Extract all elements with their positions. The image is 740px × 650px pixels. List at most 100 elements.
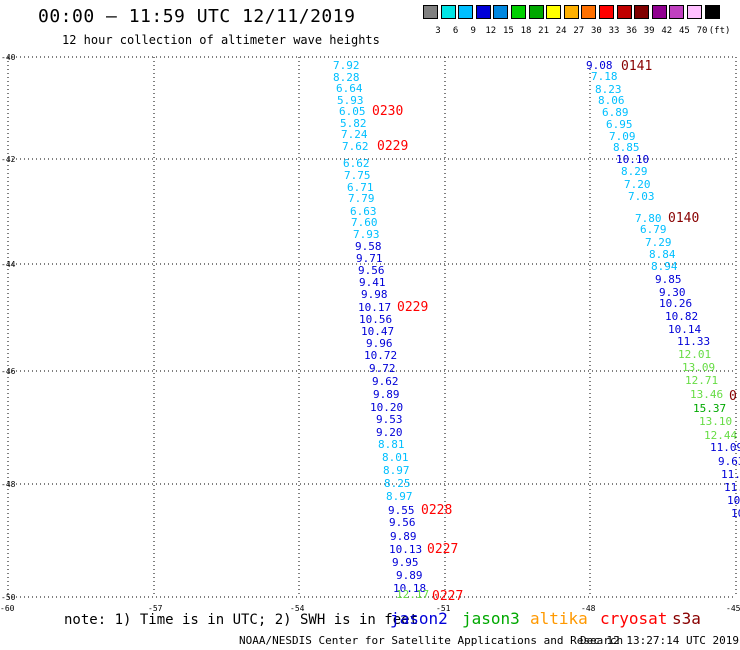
legend-label: 21 xyxy=(538,26,550,36)
latitude-label: -40 xyxy=(1,53,16,62)
wave-height-value: 10.56 xyxy=(359,313,392,326)
wave-height-value: 7.60 xyxy=(351,216,378,229)
longitude-label: -60 xyxy=(0,604,15,613)
legend-label: 27 xyxy=(573,26,585,36)
wave-height-value: 10 xyxy=(731,507,740,520)
wave-height-value: 9.89 xyxy=(373,388,400,401)
wave-height-value: 11.09 xyxy=(710,441,740,454)
wave-height-value: 8.97 xyxy=(383,464,410,477)
wave-height-value: 7.20 xyxy=(624,178,651,191)
wave-height-value: 10.47 xyxy=(361,325,394,338)
wave-height-value: 9.30 xyxy=(659,286,686,299)
wave-height-value: 6.05 xyxy=(339,105,366,118)
wave-height-value: 6.71 xyxy=(347,181,374,194)
wave-height-value: 8.94 xyxy=(651,260,678,273)
wave-height-value: 9.58 xyxy=(355,240,382,253)
wave-height-value: 5.82 xyxy=(340,117,367,130)
legend-swatch xyxy=(616,5,632,19)
legend-label: 36 xyxy=(626,26,638,36)
wave-height-value: 8.25 xyxy=(384,477,411,490)
wave-height-value: 7.03 xyxy=(628,190,655,203)
wave-height-value: 7.09 xyxy=(609,130,636,143)
wave-height-value: 7.18 xyxy=(591,70,618,83)
wave-height-value: 9.56 xyxy=(358,264,385,277)
latitude-label: -50 xyxy=(1,593,16,602)
wave-height-value: 7.62 xyxy=(342,140,369,153)
pass-time-label: 0227 xyxy=(432,589,463,604)
legend-label: 6 xyxy=(452,26,459,36)
wave-height-value: 9.85 xyxy=(655,273,682,286)
satellite-jason2: jason2 xyxy=(390,609,448,628)
wave-height-value: 7.92 xyxy=(333,59,360,72)
legend-label: 30 xyxy=(590,26,602,36)
wave-height-value: 13.09 xyxy=(682,361,715,374)
wave-height-value: 9.41 xyxy=(359,276,386,289)
credit-line: NOAA/NESDIS Center for Satellite Applica… xyxy=(239,634,624,647)
satellite-cryosat: cryosat xyxy=(600,609,668,628)
pass-time-label: 0230 xyxy=(372,104,403,119)
page-subtitle: 12 hour collection of altimeter wave hei… xyxy=(62,33,380,47)
legend-label: 45 xyxy=(678,26,690,36)
pass-time-label: 0141 xyxy=(621,59,652,74)
legend-swatch xyxy=(475,5,491,19)
wave-height-value: 9.89 xyxy=(396,569,423,582)
wave-height-value: 8.97 xyxy=(386,490,413,503)
legend-label: 42 xyxy=(661,26,673,36)
wave-height-value: 8.28 xyxy=(333,71,360,84)
wave-height-value: 6.64 xyxy=(336,82,363,95)
wave-height-value: 7.75 xyxy=(344,169,371,182)
map-grid xyxy=(7,56,737,598)
legend-swatch xyxy=(440,5,456,19)
pass-time-label: 0140 xyxy=(668,211,699,226)
satellite-s3a: s3a xyxy=(672,609,701,628)
wave-height-value: 9.72 xyxy=(369,362,396,375)
legend-swatch xyxy=(546,5,562,19)
wave-height-value: 10.26 xyxy=(659,297,692,310)
wave-height-value: 9.96 xyxy=(366,337,393,350)
latitude-label: -42 xyxy=(1,155,16,164)
wave-height-value: 11.7 xyxy=(721,468,740,481)
wave-height-value: 7.79 xyxy=(348,192,375,205)
wave-height-value: 9.89 xyxy=(390,530,417,543)
wave-height-value: 11. xyxy=(724,481,740,494)
wave-height-value: 6.89 xyxy=(602,106,629,119)
track-values: 7.928.286.645.936.055.827.247.62 6.627.75… xyxy=(333,59,740,601)
wave-height-value: 6.79 xyxy=(640,223,667,236)
pass-time-label: 0 xyxy=(729,389,737,404)
wave-height-value: 7.93 xyxy=(353,228,380,241)
legend-swatch xyxy=(651,5,667,19)
legend-label: (ft) xyxy=(708,26,731,36)
wave-height-value: 9.55 xyxy=(388,504,415,517)
latitude-label: -46 xyxy=(1,367,16,376)
wave-height-value: 6.95 xyxy=(606,118,633,131)
wave-height-value: 9.62 xyxy=(372,375,399,388)
wave-height-value: 9.71 xyxy=(356,252,383,265)
wave-height-value: 7.29 xyxy=(645,236,672,249)
footer-note: note: 1) Time is in UTC; 2) SWH is in fe… xyxy=(64,612,419,628)
longitude-label: -51 xyxy=(436,604,451,613)
longitude-labels: -60 -57 -54 -51 -48 -45 xyxy=(0,604,740,613)
legend-swatch xyxy=(493,5,509,19)
legend-label: 24 xyxy=(555,26,567,36)
legend-swatch xyxy=(704,5,720,19)
legend-swatch xyxy=(423,5,438,19)
page-title: 00:00 – 11:59 UTC 12/11/2019 xyxy=(38,6,356,27)
generated-time: Dec 12 13:27:14 UTC 2019 xyxy=(580,634,739,647)
satellite-altika: altika xyxy=(530,609,588,628)
legend-swatch xyxy=(581,5,597,19)
wave-height-value: 8.85 xyxy=(613,141,640,154)
track-times: 0230 0229 0229 0228 0227 0227 0141 0140 0 xyxy=(372,59,737,604)
wave-height-value: 11.33 xyxy=(677,335,710,348)
wave-height-value: 10.14 xyxy=(668,323,701,336)
wave-height-value: 8.29 xyxy=(621,165,648,178)
legend-swatch xyxy=(528,5,544,19)
latitude-labels: -40 -42 -44 -46 -48 -50 xyxy=(1,53,16,602)
longitude-label: -57 xyxy=(148,604,163,613)
latitude-label: -44 xyxy=(1,260,16,269)
wave-height-value: 12.71 xyxy=(685,374,718,387)
latitude-label: -48 xyxy=(1,480,16,489)
wave-height-value: 10.82 xyxy=(665,310,698,323)
longitude-label: -54 xyxy=(290,604,305,613)
